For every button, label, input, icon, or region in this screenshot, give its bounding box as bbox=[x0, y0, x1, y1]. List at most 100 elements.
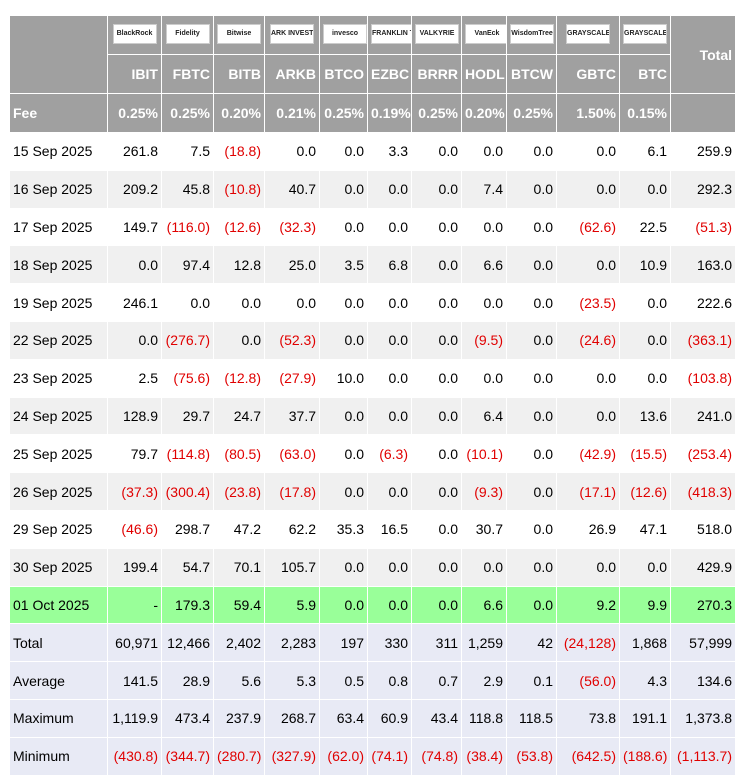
flow-value: - bbox=[107, 585, 162, 625]
ticker: GBTC bbox=[556, 54, 620, 94]
flow-value: (10.1) bbox=[461, 434, 507, 474]
flow-value: 237.9 bbox=[213, 698, 265, 738]
flow-value: 79.7 bbox=[107, 434, 162, 474]
flow-value: 1,868 bbox=[619, 623, 671, 663]
flow-value: 292.3 bbox=[670, 169, 736, 209]
flow-value: 12,466 bbox=[161, 623, 214, 663]
ticker: BRRR bbox=[411, 54, 462, 94]
flow-value: 0.0 bbox=[411, 207, 462, 247]
flow-value: 6.6 bbox=[461, 585, 507, 625]
flow-value: 0.0 bbox=[619, 547, 671, 587]
flow-value: 0.0 bbox=[556, 396, 620, 436]
flow-value: 473.4 bbox=[161, 698, 214, 738]
flow-value: (17.8) bbox=[264, 472, 320, 511]
flow-value: 6.1 bbox=[619, 132, 671, 171]
flow-value: 0.0 bbox=[213, 320, 265, 360]
flow-value: 209.2 bbox=[107, 169, 162, 209]
data-row: 01 Oct 2025-179.3 59.4 5.9 0.0 0.0 0.0 6.6 0.0 9… bbox=[9, 585, 736, 625]
row-label: 15 Sep 2025 bbox=[9, 132, 108, 171]
flow-value: (32.3) bbox=[264, 207, 320, 247]
total-header: Total bbox=[670, 15, 736, 94]
flow-value: 0.0 bbox=[411, 585, 462, 625]
flow-value: 57,999 bbox=[670, 623, 736, 663]
flow-value: 73.8 bbox=[556, 698, 620, 738]
flow-value: 0.1 bbox=[506, 661, 557, 700]
flow-value: (253.4) bbox=[670, 434, 736, 474]
flow-value: (10.8) bbox=[213, 169, 265, 209]
flow-value: (53.8) bbox=[506, 736, 557, 776]
data-row: 25 Sep 2025 79.7 (114.8) (80.5) (63.0) 0.0 (6.… bbox=[9, 434, 736, 474]
fund-logo: GRAYSCALE bbox=[623, 23, 667, 44]
ticker: HODL bbox=[461, 54, 507, 94]
logo-cell: Fidelity bbox=[161, 15, 214, 55]
flow-value: 5.6 bbox=[213, 661, 265, 700]
ticker: IBIT bbox=[107, 54, 162, 94]
flow-value: 7.5 bbox=[161, 132, 214, 171]
flow-value: 261.8 bbox=[107, 132, 162, 171]
row-label: 17 Sep 2025 bbox=[9, 207, 108, 247]
flow-value: 2,402 bbox=[213, 623, 265, 663]
flow-value: 0.0 bbox=[411, 320, 462, 360]
row-label: 01 Oct 2025 bbox=[9, 585, 108, 625]
data-row: 15 Sep 2025 261.8 7.5 (18.8) 0.0 0.0 3.3 0.0 0.0… bbox=[9, 132, 736, 171]
flow-value: 13.6 bbox=[619, 396, 671, 436]
logo-cell: Bitwise bbox=[213, 15, 265, 55]
fee-value: 0.25% bbox=[107, 93, 162, 133]
flow-value: 0.0 bbox=[411, 283, 462, 322]
flow-value: 128.9 bbox=[107, 396, 162, 436]
flow-value: 0.0 bbox=[264, 283, 320, 322]
flow-value: 0.0 bbox=[411, 547, 462, 587]
flow-value: 0.0 bbox=[506, 585, 557, 625]
flow-value: (418.3) bbox=[670, 472, 736, 511]
flow-value: 0.0 bbox=[411, 169, 462, 209]
logo-cell: ARK INVEST bbox=[264, 15, 320, 55]
row-label: 24 Sep 2025 bbox=[9, 396, 108, 436]
flow-value: 70.1 bbox=[213, 547, 265, 587]
etf-flow-table: BlackRock Fidelity Bitwise ARK INVEST invesc… bbox=[9, 15, 736, 776]
flow-value: 0.0 bbox=[161, 283, 214, 322]
flow-value: (188.6) bbox=[619, 736, 671, 776]
flow-value: 0.0 bbox=[213, 283, 265, 322]
flow-value: 5.9 bbox=[264, 585, 320, 625]
fund-logo: Fidelity bbox=[165, 23, 210, 44]
fund-logo: Bitwise bbox=[217, 23, 261, 44]
flow-value: (24.6) bbox=[556, 320, 620, 360]
fund-logo: VanEck bbox=[465, 23, 506, 44]
flow-value: 0.0 bbox=[367, 547, 412, 587]
flow-value: (51.3) bbox=[670, 207, 736, 247]
fee-value: 0.25% bbox=[506, 93, 557, 133]
flow-value: (38.4) bbox=[461, 736, 507, 776]
flow-value: (24,128) bbox=[556, 623, 620, 663]
logo-cell: GRAYSCALE bbox=[556, 15, 620, 55]
flow-value: 0.7 bbox=[411, 661, 462, 700]
flow-value: 10.0 bbox=[319, 358, 368, 398]
flow-value: 43.4 bbox=[411, 698, 462, 738]
fund-logo: VALKYRIE bbox=[415, 23, 459, 44]
data-row: Minimum (430.8) (344.7) (280.7) (327.9) (62.0… bbox=[9, 736, 736, 776]
ticker: BTCW bbox=[506, 54, 557, 94]
flow-value: 0.0 bbox=[506, 547, 557, 587]
flow-value: 0.8 bbox=[367, 661, 412, 700]
ticker: BITB bbox=[213, 54, 265, 94]
fee-row: Fee 0.25% 0.25% 0.20% 0.21% 0.25% 0.19% 0.25% 0.… bbox=[9, 93, 736, 133]
row-label: 22 Sep 2025 bbox=[9, 320, 108, 360]
flow-value: (12.6) bbox=[213, 207, 265, 247]
flow-value: 0.0 bbox=[319, 434, 368, 474]
flow-value: 0.0 bbox=[411, 132, 462, 171]
flow-value: 0.0 bbox=[367, 396, 412, 436]
flow-value: 0.0 bbox=[619, 320, 671, 360]
data-row: 16 Sep 2025 209.2 45.8 (10.8) 40.7 0.0 0.0 0.0 7… bbox=[9, 169, 736, 209]
row-label: Total bbox=[9, 623, 108, 663]
flow-value: 0.0 bbox=[411, 245, 462, 285]
fee-value: 0.25% bbox=[319, 93, 368, 133]
data-row: 30 Sep 2025 199.4 54.7 70.1 105.7 0.0 0.0 0.0 0.… bbox=[9, 547, 736, 587]
data-row: 23 Sep 2025 2.5 (75.6) (12.8) (27.9) 10.0 0.0 0… bbox=[9, 358, 736, 398]
flow-value: 179.3 bbox=[161, 585, 214, 625]
flow-value: 4.3 bbox=[619, 661, 671, 700]
flow-value: 0.0 bbox=[319, 132, 368, 171]
flow-value: 1,373.8 bbox=[670, 698, 736, 738]
flow-value: 3.3 bbox=[367, 132, 412, 171]
flow-value: 59.4 bbox=[213, 585, 265, 625]
flow-value: 0.0 bbox=[506, 132, 557, 171]
